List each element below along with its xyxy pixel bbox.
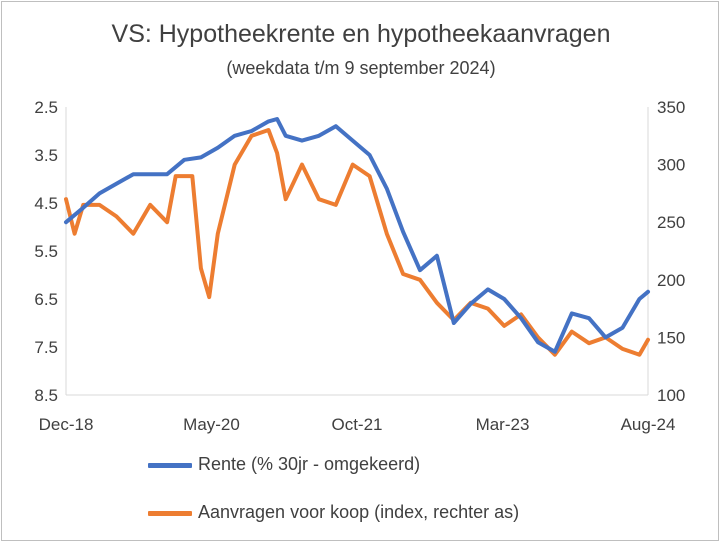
legend-label-rente: Rente (% 30jr - omgekeerd) <box>198 454 421 474</box>
left-axis-tick-label: 7.5 <box>34 338 58 357</box>
x-axis-tick-label: Mar-23 <box>476 415 530 434</box>
legend-item-aanvragen: Aanvragen voor koop (index, rechter as) <box>148 500 519 524</box>
x-axis-tick-label: Dec-18 <box>39 415 94 434</box>
series-line-rente <box>64 117 650 354</box>
legend-item-rente: Rente (% 30jr - omgekeerd) <box>148 452 420 476</box>
right-axis-tick-label: 100 <box>657 386 685 405</box>
chart-subtitle: (weekdata t/m 9 september 2024) <box>226 58 496 78</box>
left-axis-tick-label: 6.5 <box>34 290 58 309</box>
x-axis-tick-label: Aug-24 <box>621 415 676 434</box>
right-axis-tick-label: 250 <box>657 213 685 232</box>
chart-title: VS: Hypotheekrente en hypotheekaanvragen <box>111 20 611 48</box>
x-axis-tick-label: Oct-21 <box>331 415 382 434</box>
legend-swatch-rente <box>148 462 192 468</box>
legend-swatch-aanvragen <box>148 510 192 516</box>
legend-label-aanvragen: Aanvragen voor koop (index, rechter as) <box>198 502 520 522</box>
right-axis-tick-label: 350 <box>657 98 685 117</box>
right-axis-tick-label: 300 <box>657 156 685 175</box>
left-axis-tick-label: 3.5 <box>34 146 58 165</box>
x-axis-tick-label: May-20 <box>183 415 240 434</box>
series-line-aanvragen <box>64 128 650 357</box>
left-axis-tick-label: 2.5 <box>34 98 58 117</box>
left-axis-tick-label: 4.5 <box>34 194 58 213</box>
left-axis-tick-label: 8.5 <box>34 386 58 405</box>
left-axis-tick-label: 5.5 <box>34 242 58 261</box>
right-axis-tick-label: 150 <box>657 328 685 347</box>
right-axis-tick-label: 200 <box>657 271 685 290</box>
